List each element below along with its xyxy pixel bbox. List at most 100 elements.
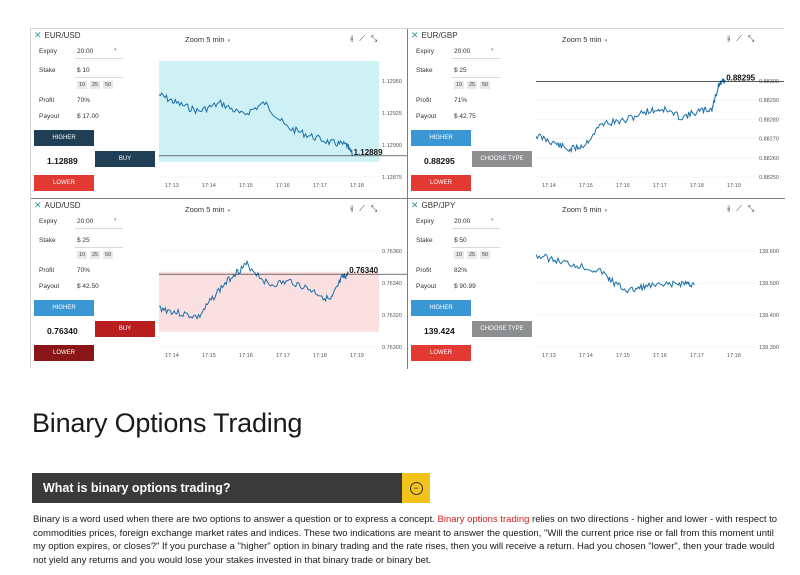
- higher-button[interactable]: HIGHER: [34, 130, 94, 146]
- chevron-down-icon: ▾: [491, 47, 494, 53]
- stake-label: Stake: [416, 67, 433, 74]
- close-icon[interactable]: ✕: [34, 200, 42, 210]
- profit-label: Profit: [416, 267, 432, 274]
- indicators-icon[interactable]: ⫳: [727, 204, 731, 213]
- time-axis: 17:14 17:15 17:16 17:17 17:18 17:19: [165, 353, 364, 359]
- stake-chip-10[interactable]: 10: [454, 81, 464, 89]
- line-chart-icon[interactable]: ⟋: [359, 34, 365, 43]
- stake-input[interactable]: $ 25: [454, 67, 467, 74]
- price-chart[interactable]: 1.12950 1.12925 1.12900 1.12875 1.12889: [159, 61, 407, 181]
- stake-chip-10[interactable]: 10: [77, 81, 87, 89]
- stake-input[interactable]: $ 25: [77, 237, 90, 244]
- close-icon[interactable]: ✕: [34, 30, 42, 40]
- x-tick-label: 17:15: [579, 183, 593, 189]
- draw-tool-icon[interactable]: ⤡: [747, 204, 755, 213]
- lower-button[interactable]: LOWER: [34, 345, 94, 361]
- chevron-down-icon: ▾: [604, 208, 608, 214]
- line-chart-icon[interactable]: ⟋: [736, 34, 742, 43]
- line-chart-icon[interactable]: ⟋: [736, 204, 742, 213]
- indicators-icon[interactable]: ⫳: [350, 204, 354, 213]
- indicators-icon[interactable]: ⫳: [350, 34, 354, 43]
- y-tick-label: 1.12925: [382, 111, 402, 117]
- draw-tool-icon[interactable]: ⤡: [370, 204, 378, 213]
- stake-input[interactable]: $ 10: [77, 67, 90, 74]
- current-price: 1.12889: [47, 156, 78, 166]
- price-line: [159, 92, 354, 156]
- x-tick-label: 17:19: [350, 353, 364, 359]
- stake-chip-50[interactable]: 50: [480, 81, 490, 89]
- expiry-zone: [159, 61, 379, 162]
- expiry-label: Expiry: [416, 218, 435, 225]
- draw-tool-icon[interactable]: ⤡: [747, 34, 755, 43]
- panel-eur-usd: ✕ EUR/USD Expiry 20:00 ▾ Stake $ 10 10 25…: [31, 29, 408, 199]
- profit-label: Profit: [39, 97, 55, 104]
- stake-chip-25[interactable]: 25: [90, 251, 100, 259]
- x-tick-label: 17:16: [239, 353, 253, 359]
- price-chart[interactable]: 0.76360 0.76340 0.76320 0.76300 0.76340: [159, 231, 407, 351]
- expiry-select[interactable]: 20:00: [77, 218, 94, 225]
- stake-chip-25[interactable]: 25: [467, 251, 477, 259]
- y-tick-label: 1.12900: [382, 143, 402, 149]
- y-tick-label: 139.500: [759, 281, 779, 287]
- choose-type-button[interactable]: CHOOSE TYPE: [472, 321, 532, 337]
- choose-type-button[interactable]: CHOOSE TYPE: [472, 151, 532, 167]
- chevron-down-icon: ▾: [491, 217, 494, 223]
- price-line: [536, 77, 726, 154]
- price-line: [159, 259, 349, 320]
- y-tick-label: 139.600: [759, 249, 779, 255]
- expiry-select[interactable]: 20:00: [454, 48, 471, 55]
- stake-label: Stake: [39, 67, 56, 74]
- chevron-down-icon: ▾: [227, 38, 231, 44]
- stake-chip-10[interactable]: 10: [454, 251, 464, 259]
- time-axis: 17:14 17:15 17:16 17:17 17:18 17:19: [542, 183, 741, 189]
- buy-button[interactable]: BUY: [95, 151, 155, 167]
- zoom-select[interactable]: Zoom 5 min ▾: [185, 35, 231, 44]
- pair-title: EUR/GBP: [421, 31, 458, 40]
- y-tick-label: 0.88290: [759, 98, 779, 104]
- profit-value: 82%: [454, 267, 468, 274]
- line-chart-icon[interactable]: ⟋: [359, 204, 365, 213]
- higher-button[interactable]: HIGHER: [411, 130, 471, 146]
- faq-accordion-header[interactable]: What is binary options trading? −: [32, 473, 430, 503]
- stake-chip-25[interactable]: 25: [467, 81, 477, 89]
- pair-title: AUD/USD: [44, 201, 81, 210]
- payout-value: $ 42.75: [454, 113, 476, 120]
- stake-chip-25[interactable]: 25: [90, 81, 100, 89]
- lower-button[interactable]: LOWER: [411, 175, 471, 191]
- indicators-icon[interactable]: ⫳: [727, 34, 731, 43]
- profit-label: Profit: [39, 267, 55, 274]
- draw-tool-icon[interactable]: ⤡: [370, 34, 378, 43]
- stake-chip-50[interactable]: 50: [103, 81, 113, 89]
- page-title: Binary Options Trading: [32, 408, 303, 438]
- faq-answer: Binary is a word used when there are two…: [33, 514, 778, 566]
- zoom-select[interactable]: Zoom 5 min ▾: [185, 205, 231, 214]
- lower-button[interactable]: LOWER: [34, 175, 94, 191]
- lower-button[interactable]: LOWER: [411, 345, 471, 361]
- stake-chip-50[interactable]: 50: [103, 251, 113, 259]
- collapse-toggle[interactable]: −: [402, 473, 430, 503]
- current-price-label: 0.88295: [726, 73, 755, 82]
- chevron-down-icon: ▾: [227, 208, 231, 214]
- faq-question: What is binary options trading?: [43, 481, 231, 495]
- stake-chip-50[interactable]: 50: [480, 251, 490, 259]
- chevron-down-icon: ▾: [604, 38, 608, 44]
- stake-chip-10[interactable]: 10: [77, 251, 87, 259]
- stake-input[interactable]: $ 50: [454, 237, 467, 244]
- close-icon[interactable]: ✕: [411, 30, 419, 40]
- buy-button[interactable]: BUY: [95, 321, 155, 337]
- expiry-label: Expiry: [39, 48, 58, 55]
- expiry-label: Expiry: [416, 48, 435, 55]
- higher-button[interactable]: HIGHER: [411, 300, 471, 316]
- price-chart[interactable]: 139.600 139.500 139.400 139.300: [536, 231, 784, 351]
- expiry-select[interactable]: 20:00: [77, 48, 94, 55]
- expiry-select[interactable]: 20:00: [454, 218, 471, 225]
- y-tick-label: 1.12950: [382, 79, 402, 85]
- current-price: 0.88295: [424, 156, 455, 166]
- higher-button[interactable]: HIGHER: [34, 300, 94, 316]
- y-tick-label: 0.76320: [382, 313, 402, 319]
- price-chart[interactable]: 0.88300 0.88290 0.88280 0.88270 0.88260 0.882…: [536, 61, 784, 181]
- close-icon[interactable]: ✕: [411, 200, 419, 210]
- zoom-select[interactable]: Zoom 5 min ▾: [562, 205, 608, 214]
- zoom-select[interactable]: Zoom 5 min ▾: [562, 35, 608, 44]
- binary-options-link[interactable]: Binary options trading: [437, 514, 530, 525]
